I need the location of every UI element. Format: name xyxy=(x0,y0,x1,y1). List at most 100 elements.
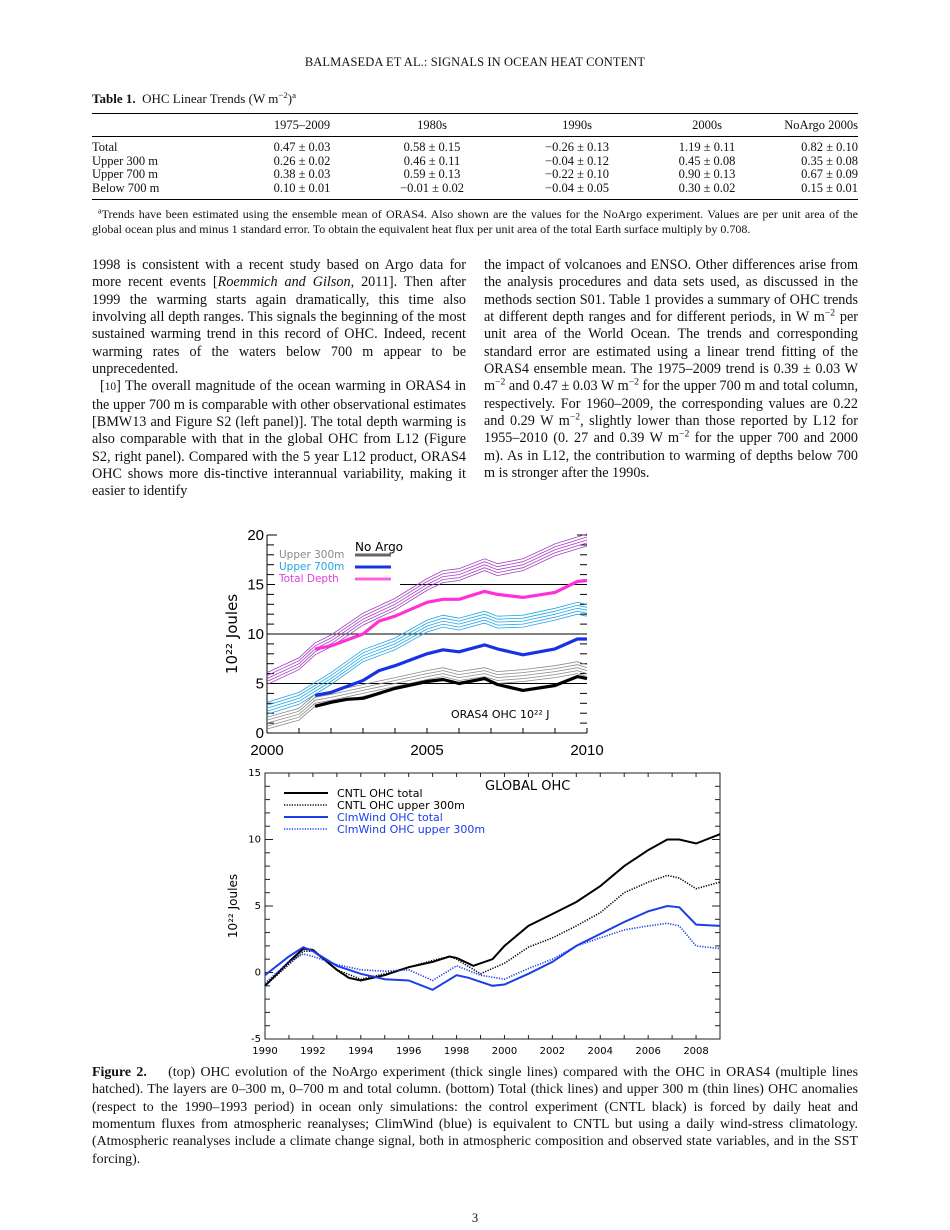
x-tick-label: 2010 xyxy=(570,742,603,759)
x-tick-label: 2000 xyxy=(250,742,283,759)
table-row: Below 700 m 0.10 ± 0.01 −0.01 ± 0.02 −0.04 … xyxy=(92,180,858,200)
x-tick-label: 1992 xyxy=(300,1046,325,1057)
series-line-oras4-member xyxy=(266,536,588,676)
table-row: Upper 700 m 0.38 ± 0.03 0.59 ± 0.13 −0.22 ±… xyxy=(92,167,858,182)
table-cell: 0.30 ± 0.02 xyxy=(678,180,736,195)
text-run: , slightly lower than those reported by … xyxy=(484,413,858,447)
y-tick-label: 0 xyxy=(256,725,264,742)
text-run: , 2011]. Then after 1999 the warming sta… xyxy=(92,274,466,378)
y-tick-label: 10 xyxy=(248,835,261,846)
legend-label: Total Depth xyxy=(278,573,339,585)
text-run: [ xyxy=(100,378,105,395)
row-label: Upper 300 m xyxy=(92,153,158,168)
column-header: NoArgo 2000s xyxy=(762,113,858,137)
series-line-oras4-member xyxy=(266,607,588,709)
table-cell: 0.58 ± 0.15 xyxy=(403,140,461,154)
exponent: −2 xyxy=(569,411,581,423)
series-line-oras4-member xyxy=(266,670,588,727)
paragraph: [10] The overall magnitude of the ocean … xyxy=(92,378,466,500)
legend-label: CNTL OHC upper 300m xyxy=(337,799,465,812)
table-caption: Table 1. OHC Linear Trends (W m−2)a xyxy=(92,91,296,107)
body-column-left: 1998 is consistent with a recent study b… xyxy=(92,257,466,501)
table-label: Table 1. xyxy=(92,91,136,106)
citation: Roemmich and Gilson xyxy=(217,274,351,291)
series-line-oras4-member xyxy=(266,604,588,706)
y-tick-label: 10 xyxy=(247,626,264,643)
table-cell: −0.22 ± 0.10 xyxy=(545,167,609,181)
table-title: OHC Linear Trends (W m xyxy=(142,91,279,106)
body-column-right: the impact of volcanoes and ENSO. Other … xyxy=(484,257,858,482)
legend-header: No Argo xyxy=(355,540,403,554)
table-cell: 0.10 ± 0.01 xyxy=(273,180,331,195)
text-run: the impact of volcanoes and ENSO. Other … xyxy=(484,257,858,326)
table-body: Total 0.47 ± 0.03 0.58 ± 0.15 −0.26 ± 0.13 1… xyxy=(92,137,858,200)
page-number: 3 xyxy=(471,1211,479,1225)
legend-label: ClmWind OHC total xyxy=(337,811,443,824)
figure-caption-text: (top) OHC evolution of the NoArgo experi… xyxy=(92,1065,858,1167)
table-cell: −0.26 ± 0.13 xyxy=(545,140,609,154)
table-cell: 1.19 ± 0.11 xyxy=(678,140,736,154)
y-tick-label: 5 xyxy=(256,676,264,693)
column-header: 1990s xyxy=(502,113,652,137)
chart-annotation: ORAS4 OHC 10²² J xyxy=(451,708,550,721)
paragraph: the impact of volcanoes and ENSO. Other … xyxy=(484,257,858,482)
table-footnote: aTrends have been estimated using the en… xyxy=(92,207,858,237)
exponent: −2 xyxy=(495,377,506,389)
row-label: Total xyxy=(92,140,118,154)
y-tick-label: 5 xyxy=(255,901,261,912)
footnote-text: Trends have been estimated using the ens… xyxy=(92,207,858,236)
table-cell: 0.82 ± 0.10 xyxy=(801,140,858,154)
x-tick-label: 1996 xyxy=(396,1046,421,1057)
table-header-row: 1975–2009 1980s 1990s 2000s NoArgo 2000s xyxy=(92,113,858,137)
table-cell: −0.01 ± 0.02 xyxy=(400,180,464,195)
y-tick-label: 15 xyxy=(248,768,261,779)
x-tick-label: 2000 xyxy=(492,1046,517,1057)
x-tick-label: 2006 xyxy=(635,1046,660,1057)
chart-oras4-noargo: 0 5 10 15 20 2000 2005 2010 10²² Joules No Argo Up… xyxy=(223,527,604,759)
table-cell: 0.38 ± 0.03 xyxy=(273,167,331,181)
series-line xyxy=(264,904,721,991)
table-cell: −0.04 ± 0.12 xyxy=(545,153,609,168)
text-run: and 0.47 ± 0.03 W m xyxy=(505,378,629,395)
text-run: ] The overall magnitude of the ocean war… xyxy=(92,378,466,500)
series-line-oras4-member xyxy=(266,610,588,712)
column-header: 1975–2009 xyxy=(242,113,362,137)
series-line-oras4-member xyxy=(266,667,588,724)
legend-background xyxy=(275,539,400,585)
series-line xyxy=(264,874,721,987)
x-tick-label: 1990 xyxy=(252,1046,277,1057)
footnote-mark: a xyxy=(98,206,102,216)
y-tick-label: -5 xyxy=(251,1034,261,1045)
table-cell: 0.35 ± 0.08 xyxy=(801,153,858,168)
paragraph-number: 10 xyxy=(104,381,117,394)
ohc-trends-table: 1975–2009 1980s 1990s 2000s NoArgo 2000s Tot… xyxy=(92,113,858,200)
series-line-oras4-member xyxy=(266,545,588,685)
table-title-exponent: −2 xyxy=(278,90,288,101)
y-axis-label: 10²² Joules xyxy=(223,594,241,674)
series-line-oras4-member xyxy=(266,664,588,721)
exponent: −2 xyxy=(679,429,690,441)
table-cell: −0.04 ± 0.05 xyxy=(545,180,609,195)
column-header: 2000s xyxy=(652,113,762,137)
paragraph: 1998 is consistent with a recent study b… xyxy=(92,257,466,378)
series-line-oras4-member xyxy=(266,601,588,703)
series-line-oras4-member xyxy=(266,542,588,682)
exponent: −2 xyxy=(628,377,639,389)
text-run: for the upper 700 and 2000 m). As in L12… xyxy=(484,430,858,482)
figure-label: Figure 2. xyxy=(92,1065,147,1080)
series-line-noargo xyxy=(314,637,587,697)
chart-global-ohc: -5 0 5 10 15 1990 1992 1994 1996 1998 2000 2002 2004… xyxy=(226,768,721,1057)
table-cell: 0.67 ± 0.09 xyxy=(801,167,858,181)
series-line-oras4-member xyxy=(266,613,588,715)
x-tick-label: 2008 xyxy=(683,1046,708,1057)
text-run: for the upper 700 m and total column, re… xyxy=(484,378,858,430)
legend-label: Upper 300m xyxy=(279,549,344,561)
column-header xyxy=(92,113,242,137)
plot-frame xyxy=(264,772,721,1040)
table-title-close: ) xyxy=(287,91,293,106)
table-note-mark: a xyxy=(292,90,297,101)
table-cell: 0.59 ± 0.13 xyxy=(403,167,461,181)
legend-label: CNTL OHC total xyxy=(337,787,423,800)
legend-label: ClmWind OHC upper 300m xyxy=(337,823,485,836)
x-tick-label: 2002 xyxy=(540,1046,565,1057)
